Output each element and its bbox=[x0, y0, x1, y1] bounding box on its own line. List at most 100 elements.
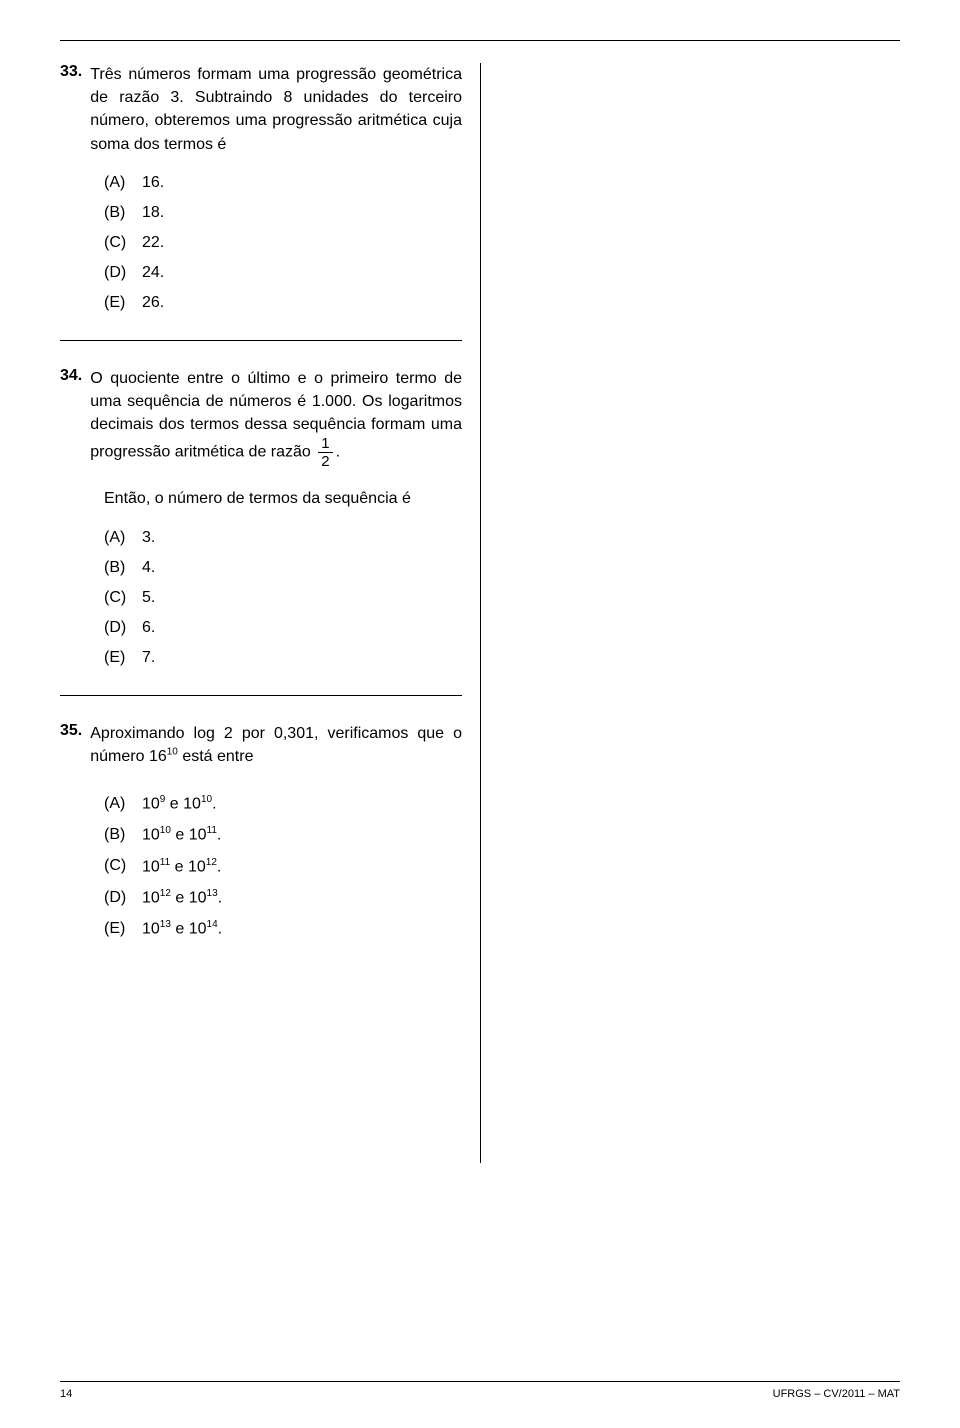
q35-e-join: e bbox=[171, 921, 189, 938]
question-35-text: Aproximando log 2 por 0,301, verificamos… bbox=[90, 722, 462, 768]
question-33-text: Três números formam uma progressão geomé… bbox=[90, 63, 462, 156]
q35-option-d: (D) 1012 e 1013. bbox=[104, 888, 462, 907]
q33-option-d: (D) 24. bbox=[104, 264, 462, 282]
q35-b-label: (B) bbox=[104, 826, 132, 844]
q33-d-value: 24. bbox=[142, 264, 164, 282]
columns: 33. Três números formam uma progressão g… bbox=[60, 63, 900, 1163]
q33-c-value: 22. bbox=[142, 234, 164, 252]
question-33-head: 33. Três números formam uma progressão g… bbox=[60, 63, 462, 156]
page-root: 33. Três números formam uma progressão g… bbox=[0, 0, 960, 1428]
q33-option-b: (B) 18. bbox=[104, 204, 462, 222]
column-divider bbox=[480, 63, 481, 1163]
q34-option-a: (A) 3. bbox=[104, 529, 462, 547]
q34-mid-text: Então, o número de termos da sequência é bbox=[104, 487, 462, 510]
q33-b-label: (B) bbox=[104, 204, 132, 222]
q34-option-d: (D) 6. bbox=[104, 619, 462, 637]
q35-b-b2: 10 bbox=[189, 827, 207, 844]
q35-e-e2: 14 bbox=[207, 919, 218, 930]
q34-option-e: (E) 7. bbox=[104, 649, 462, 667]
q34-e-value: 7. bbox=[142, 649, 155, 667]
q35-c-b1: 10 bbox=[142, 858, 160, 875]
q35-option-b: (B) 1010 e 1011. bbox=[104, 825, 462, 844]
q34-option-b: (B) 4. bbox=[104, 559, 462, 577]
separator-2 bbox=[60, 695, 462, 696]
question-33: 33. Três números formam uma progressão g… bbox=[60, 63, 462, 312]
q33-a-value: 16. bbox=[142, 174, 164, 192]
q35-option-a: (A) 109 e 1010. bbox=[104, 794, 462, 813]
q35-d-join: e bbox=[171, 889, 189, 906]
q35-option-c: (C) 1011 e 1012. bbox=[104, 857, 462, 876]
q35-c-e2: 12 bbox=[206, 857, 217, 868]
q33-b-value: 18. bbox=[142, 204, 164, 222]
q35-d-e1: 12 bbox=[160, 888, 171, 899]
left-column: 33. Três números formam uma progressão g… bbox=[60, 63, 480, 1163]
q34-c-label: (C) bbox=[104, 589, 132, 607]
footer-page-number: 14 bbox=[60, 1388, 72, 1400]
q34-frac-den: 2 bbox=[318, 452, 332, 469]
q35-c-join: e bbox=[170, 858, 188, 875]
q34-d-label: (D) bbox=[104, 619, 132, 637]
q34-c-value: 5. bbox=[142, 589, 155, 607]
question-35: 35. Aproximando log 2 por 0,301, verific… bbox=[60, 722, 462, 939]
q35-a-join: e bbox=[165, 795, 183, 812]
q35-e-label: (E) bbox=[104, 920, 132, 938]
q35-e-b1: 10 bbox=[142, 921, 160, 938]
top-rule bbox=[60, 40, 900, 41]
q35-c-e1: 11 bbox=[160, 857, 170, 868]
q34-fraction: 1 2 bbox=[318, 436, 332, 469]
q35-d-b2: 10 bbox=[189, 889, 207, 906]
separator-1 bbox=[60, 340, 462, 341]
q35-e-end: . bbox=[218, 921, 222, 938]
q33-a-label: (A) bbox=[104, 174, 132, 192]
q35-e-e1: 13 bbox=[160, 919, 171, 930]
question-34: 34. O quociente entre o último e o prime… bbox=[60, 367, 462, 667]
q35-exp1: 10 bbox=[167, 746, 178, 757]
q34-d-value: 6. bbox=[142, 619, 155, 637]
q35-c-value: 1011 e 1012. bbox=[142, 857, 221, 876]
q33-d-label: (D) bbox=[104, 264, 132, 282]
q35-b-e2: 11 bbox=[207, 825, 217, 836]
q35-b-end: . bbox=[217, 827, 221, 844]
q35-option-e: (E) 1013 e 1014. bbox=[104, 919, 462, 938]
question-34-text: O quociente entre o último e o primeiro … bbox=[90, 367, 462, 470]
q35-c-end: . bbox=[217, 858, 221, 875]
q35-b-value: 1010 e 1011. bbox=[142, 825, 221, 844]
q33-option-e: (E) 26. bbox=[104, 294, 462, 312]
footer-code: UFRGS – CV/2011 – MAT bbox=[773, 1388, 900, 1400]
question-33-number: 33. bbox=[60, 63, 82, 81]
q35-b-join: e bbox=[171, 827, 189, 844]
q33-e-label: (E) bbox=[104, 294, 132, 312]
q34-e-label: (E) bbox=[104, 649, 132, 667]
q35-text-part2: está entre bbox=[178, 748, 254, 765]
q35-d-end: . bbox=[218, 889, 222, 906]
q34-frac-num: 1 bbox=[318, 436, 332, 452]
q34-option-c: (C) 5. bbox=[104, 589, 462, 607]
question-33-options: (A) 16. (B) 18. (C) 22. (D) 24. bbox=[60, 174, 462, 312]
q35-d-value: 1012 e 1013. bbox=[142, 888, 222, 907]
q33-c-label: (C) bbox=[104, 234, 132, 252]
q34-a-value: 3. bbox=[142, 529, 155, 547]
q34-b-label: (B) bbox=[104, 559, 132, 577]
q35-b-e1: 10 bbox=[160, 825, 171, 836]
q35-e-value: 1013 e 1014. bbox=[142, 919, 222, 938]
question-35-head: 35. Aproximando log 2 por 0,301, verific… bbox=[60, 722, 462, 768]
question-35-options: (A) 109 e 1010. (B) 1010 e 1011. (C) bbox=[60, 794, 462, 939]
q35-b-b1: 10 bbox=[142, 827, 160, 844]
q35-a-value: 109 e 1010. bbox=[142, 794, 217, 813]
question-34-head: 34. O quociente entre o último e o prime… bbox=[60, 367, 462, 470]
q34-b-value: 4. bbox=[142, 559, 155, 577]
q35-a-label: (A) bbox=[104, 795, 132, 813]
q35-a-end: . bbox=[212, 795, 216, 812]
q35-text-part1: Aproximando log 2 por 0,301, verificamos… bbox=[90, 725, 462, 765]
q35-e-b2: 10 bbox=[189, 921, 207, 938]
page-footer: 14 UFRGS – CV/2011 – MAT bbox=[60, 1381, 900, 1400]
q35-a-e2: 10 bbox=[201, 794, 212, 805]
question-34-number: 34. bbox=[60, 367, 82, 385]
q34-a-label: (A) bbox=[104, 529, 132, 547]
q35-d-label: (D) bbox=[104, 889, 132, 907]
q33-option-c: (C) 22. bbox=[104, 234, 462, 252]
q35-a-b1: 10 bbox=[142, 795, 160, 812]
question-35-number: 35. bbox=[60, 722, 82, 740]
q34-text-part2: . bbox=[336, 444, 340, 461]
question-34-options: (A) 3. (B) 4. (C) 5. (D) 6. bbox=[60, 529, 462, 667]
